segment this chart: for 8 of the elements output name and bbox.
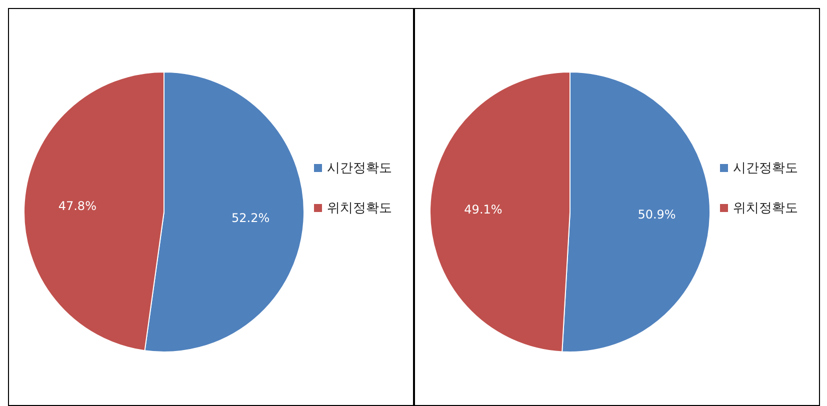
data-label: 49.1% bbox=[464, 202, 502, 217]
data-label: 47.8% bbox=[58, 199, 96, 214]
data-label: 50.9% bbox=[638, 207, 676, 222]
legend-label: 시간정확도 bbox=[733, 160, 798, 177]
data-label: 52.2% bbox=[232, 210, 270, 225]
legend-label: 위치정확도 bbox=[733, 200, 798, 217]
legend-label: 위치정확도 bbox=[327, 200, 392, 217]
legend-label: 시간정확도 bbox=[327, 160, 392, 177]
